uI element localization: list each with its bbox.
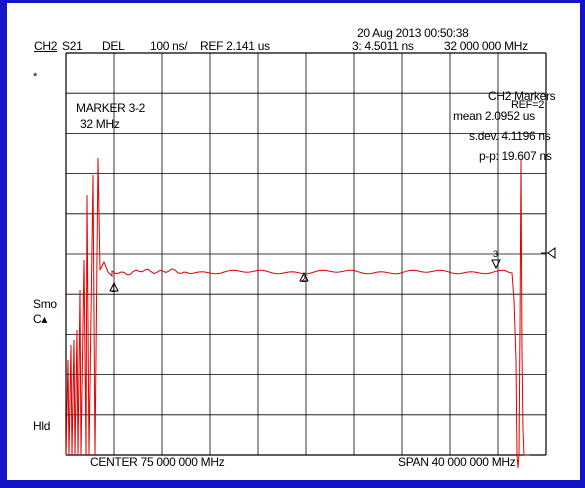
marker-3-label: 3 bbox=[493, 249, 498, 259]
marker-group: 1 2 3 bbox=[109, 249, 501, 294]
frame-top-border bbox=[0, 0, 585, 3]
reference-label: REF 2.141 us bbox=[200, 39, 270, 53]
marker-1-label: 1 bbox=[111, 284, 116, 294]
marker-delta-frequency: 32 MHz bbox=[80, 117, 120, 131]
correction-indicator: C▴ bbox=[33, 312, 48, 326]
active-marker-readout: 3: 4.5011 ns bbox=[352, 39, 414, 53]
hold-indicator: Hld bbox=[33, 419, 51, 433]
stats-peak-to-peak: p-p: 19.607 ns bbox=[479, 149, 552, 163]
parameter-label: S21 bbox=[62, 39, 83, 53]
graticule bbox=[65, 52, 547, 456]
format-label: DEL bbox=[102, 39, 125, 53]
marker-2-label: 2 bbox=[301, 274, 306, 284]
analyzer-display bbox=[7, 3, 580, 480]
marker-3-symbol[interactable] bbox=[491, 259, 501, 270]
marker-1-symbol[interactable] bbox=[109, 281, 119, 292]
scale-label: 100 ns/ bbox=[150, 39, 188, 53]
frame-bottom-border bbox=[0, 480, 585, 488]
smoothing-indicator: Smo bbox=[33, 297, 57, 311]
channel-label: CH2 bbox=[34, 39, 58, 53]
active-marker-frequency: 32 000 000 MHz bbox=[444, 39, 528, 53]
frame-left-border bbox=[0, 0, 7, 488]
reference-position-arrow bbox=[547, 247, 556, 259]
marker-2-symbol[interactable] bbox=[299, 271, 309, 282]
datetime-label: 20 Aug 2013 00:50:38 bbox=[357, 26, 469, 40]
center-frequency-label: CENTER 75 000 000 MHz bbox=[90, 455, 225, 469]
span-label: SPAN 40 000 000 MHz bbox=[398, 455, 516, 469]
stats-mean: mean 2.0952 us bbox=[453, 109, 535, 123]
marker-delta-label: MARKER 3-2 bbox=[76, 101, 146, 115]
delay-trace bbox=[65, 157, 530, 469]
frame-right-border bbox=[580, 0, 585, 488]
asterisk-indicator: * bbox=[33, 71, 37, 83]
stats-title-overlap: REF=2 bbox=[511, 99, 545, 111]
